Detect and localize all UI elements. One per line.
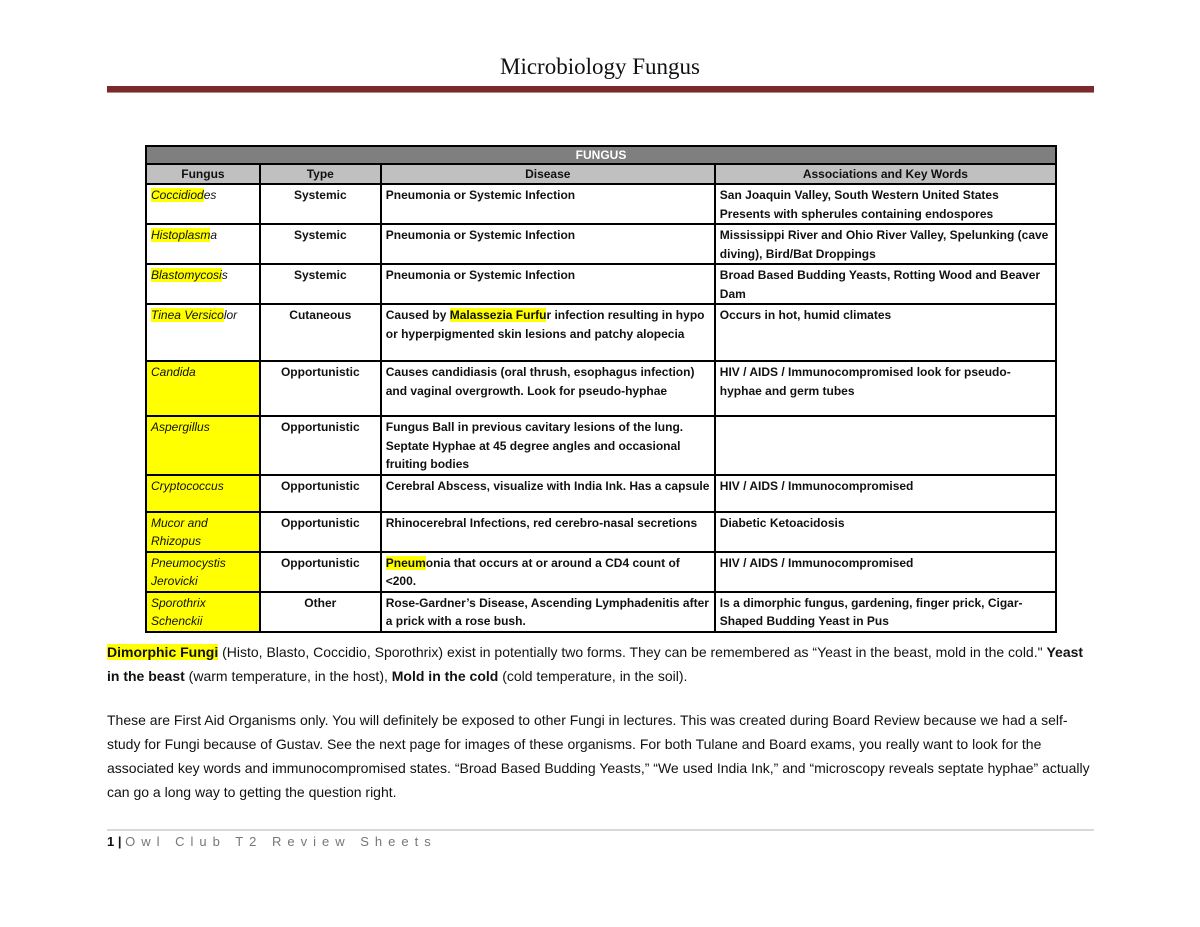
column-header: Associations and Key Words [713,163,1058,185]
type-cell: Opportunistic [258,415,382,476]
associations-cell: HIV / AIDS / Immunocompromised [713,473,1058,513]
disease-cell: Fungus Ball in previous cavitary lesions… [379,415,716,476]
associations-cell: HIV / AIDS / Immunocompromised look for … [713,360,1058,417]
dimorphic-term: Dimorphic Fungi [107,644,219,660]
fungus-cell: Blastomycosis [145,263,261,305]
disease-cell: Pneumonia or Systemic Infection [379,183,716,225]
type-cell: Opportunistic [258,360,382,417]
footer: 1 | Owl Club T2 Review Sheets [107,834,437,849]
associations-cell: Mississippi River and Ohio River Valley,… [713,223,1058,265]
header-rule [107,86,1094,93]
page-number: 1 [107,834,115,849]
disease-cell: Causes candidiasis (oral thrush, esophag… [379,360,716,417]
associations-cell: Diabetic Ketoacidosis [713,510,1058,553]
column-header: Type [258,163,382,185]
type-cell: Other [258,590,382,633]
table-row: Cryptococcus Opportunistic Cerebral Absces… [145,473,1058,513]
associations-cell: HIV / AIDS / Immunocompromised [713,550,1058,593]
fungus-cell: Pneumocystis Jerovicki [145,550,261,593]
footer-rule [107,829,1094,831]
disease-cell: Pneumonia that occurs at or around a CD4… [379,550,716,593]
associations-cell: Is a dimorphic fungus, gardening, finger… [713,590,1058,633]
fungus-cell: Coccidiodes [145,183,261,225]
table-row: Coccidiodes Systemic Pneumonia or Systemic… [145,183,1058,225]
disease-cell: Pneumonia or Systemic Infection [379,223,716,265]
fungus-cell: Mucor and Rhizopus [145,510,261,553]
fungus-cell: Sporothrix Schenckii [145,590,261,633]
associations-cell: Occurs in hot, humid climates [713,303,1058,362]
column-header: Fungus [145,163,261,185]
disease-cell: Rhinocerebral Infections, red cerebro-na… [379,510,716,553]
type-cell: Systemic [258,223,382,265]
type-cell: Opportunistic [258,550,382,593]
fungus-cell: Candida [145,360,261,417]
table-caption: FUNGUS [145,145,1057,165]
disease-cell: Cerebral Abscess, visualize with India I… [379,473,716,513]
table-row: Pneumocystis Jerovicki Opportunistic Pneum… [145,550,1058,593]
type-cell: Opportunistic [258,510,382,553]
associations-cell: Broad Based Budding Yeasts, Rotting Wood… [713,263,1058,305]
type-cell: Opportunistic [258,473,382,513]
associations-cell [713,415,1058,476]
notes-paragraph: These are First Aid Organisms only. You … [107,712,1090,800]
table-row: Blastomycosis Systemic Pneumonia or System… [145,263,1058,305]
table-row: Tinea Versicolor Cutaneous Caused by Malas… [145,303,1058,362]
disease-cell: Pneumonia or Systemic Infection [379,263,716,305]
type-cell: Cutaneous [258,303,382,362]
disease-cell: Rose-Gardner’s Disease, Ascending Lympha… [379,590,716,633]
fungus-cell: Aspergillus [145,415,261,476]
fungus-cell: Histoplasma [145,223,261,265]
dimorphic-paragraph: Dimorphic Fungi (Histo, Blasto, Coccidio… [107,644,1084,684]
disease-cell: Caused by Malassezia Furfur infection re… [379,303,716,362]
fungus-cell: Cryptococcus [145,473,261,513]
table-row: Candida Opportunistic Causes candidiasis (… [145,360,1058,417]
column-header: Disease [379,163,716,185]
page-title: Microbiology Fungus [500,54,700,79]
footer-text: Owl Club T2 Review Sheets [125,834,437,849]
table-row: Aspergillus Opportunistic Fungus Ball in p… [145,415,1058,476]
type-cell: Systemic [258,263,382,305]
fungus-table: FUNGUS Fungus Type Disease Associations … [145,145,1058,633]
table-row: Sporothrix Schenckii Other Rose-Gardner’s … [145,590,1058,633]
associations-cell: San Joaquin Valley, South Western United… [713,183,1058,225]
table-row: Mucor and Rhizopus Opportunistic Rhinocere… [145,510,1058,553]
fungus-cell: Tinea Versicolor [145,303,261,362]
table-row: Histoplasma Systemic Pneumonia or Systemic… [145,223,1058,265]
type-cell: Systemic [258,183,382,225]
